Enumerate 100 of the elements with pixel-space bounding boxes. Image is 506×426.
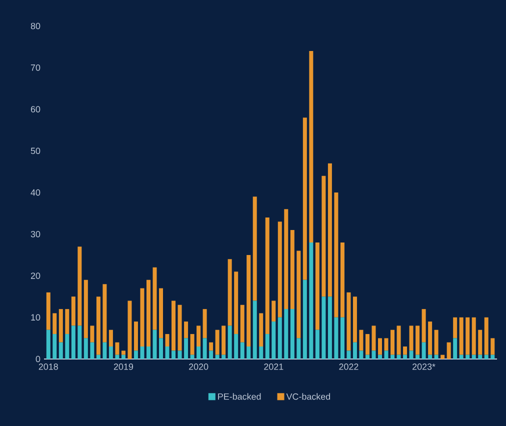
bar: [246, 254, 251, 347]
bar: [246, 346, 251, 359]
bar: [178, 304, 182, 351]
bar: [472, 354, 476, 359]
bar: [90, 342, 94, 359]
bar: [434, 354, 438, 359]
bar: [58, 309, 63, 342]
bar: [466, 317, 470, 355]
bar: [209, 342, 214, 351]
bar: [352, 342, 357, 359]
bar: [315, 242, 320, 330]
bar: [309, 242, 314, 359]
bar: [340, 242, 344, 318]
bar: [328, 163, 332, 297]
y-tick-label: 40: [30, 189, 40, 196]
bar: [172, 300, 176, 351]
bar: [240, 342, 244, 359]
bar: [115, 354, 120, 359]
bar: [234, 272, 238, 334]
x-tick-label: 2018: [38, 364, 58, 370]
bar: [146, 346, 150, 359]
bar: [52, 313, 57, 334]
bar: [140, 288, 144, 347]
bar: [272, 322, 276, 359]
x-tick-label: 2023*: [412, 364, 436, 370]
bar: [84, 338, 88, 359]
bar: [259, 346, 264, 359]
bar: [222, 326, 226, 355]
bar: [215, 354, 220, 359]
bar: [178, 350, 182, 359]
bar: [209, 350, 214, 359]
x-tick-label: 2019: [114, 364, 134, 370]
bar: [328, 296, 332, 359]
bar: [290, 230, 294, 310]
bar: [359, 350, 364, 359]
bar: [440, 354, 445, 359]
bar: [290, 309, 294, 359]
bar: [378, 354, 382, 359]
bar: [228, 259, 232, 326]
bar: [302, 280, 307, 359]
bar: [46, 292, 50, 330]
bar: [378, 338, 382, 355]
bar: [78, 246, 82, 326]
bar: [365, 354, 370, 359]
bar: [184, 322, 188, 338]
bar: [228, 326, 232, 359]
bar: [403, 354, 408, 359]
bar: [202, 338, 207, 359]
bar: [240, 304, 244, 342]
y-tick-label: 0: [36, 356, 40, 362]
bar: [453, 317, 458, 338]
bar: [434, 330, 438, 355]
bar: [334, 192, 338, 318]
bar: [102, 342, 107, 359]
bar: [384, 338, 388, 351]
bar: [222, 354, 226, 359]
bar: [490, 354, 495, 359]
bar: [190, 334, 194, 355]
bar: [372, 350, 376, 359]
bar: [65, 334, 70, 359]
bar: [152, 267, 157, 330]
bar: [409, 326, 414, 351]
bar: [390, 330, 395, 355]
bar: [96, 354, 100, 359]
bar: [58, 342, 63, 359]
bar: [128, 300, 132, 359]
bar: [384, 350, 388, 359]
bar: [346, 350, 351, 359]
y-tick-label: 10: [31, 314, 40, 321]
x-tick-label: 2022: [339, 364, 358, 370]
bar: [96, 296, 100, 355]
bar: [90, 326, 94, 342]
bar: [46, 330, 50, 359]
x-tick-label: 2021: [264, 364, 284, 370]
bar: [390, 354, 395, 359]
bar: [422, 342, 426, 359]
bar: [184, 338, 188, 359]
y-tick-label: 60: [30, 106, 40, 112]
bar: [108, 346, 113, 359]
bar: [372, 326, 376, 351]
bar: [146, 280, 150, 347]
bar: [359, 330, 364, 351]
bar: [322, 296, 326, 359]
bar: [159, 338, 164, 359]
bar: [272, 300, 276, 322]
bar: [140, 346, 144, 359]
bar: [134, 350, 138, 359]
bar: [65, 309, 70, 334]
bar: [302, 118, 307, 280]
bar: [152, 330, 157, 359]
bar: [259, 313, 264, 347]
bar: [466, 354, 470, 359]
bar: [284, 209, 288, 310]
bar: [346, 292, 351, 351]
bar: [352, 296, 357, 342]
bar: [365, 334, 370, 355]
bar: [284, 309, 288, 359]
bar: [84, 280, 88, 338]
bar: [165, 346, 170, 359]
bar: [278, 222, 282, 318]
